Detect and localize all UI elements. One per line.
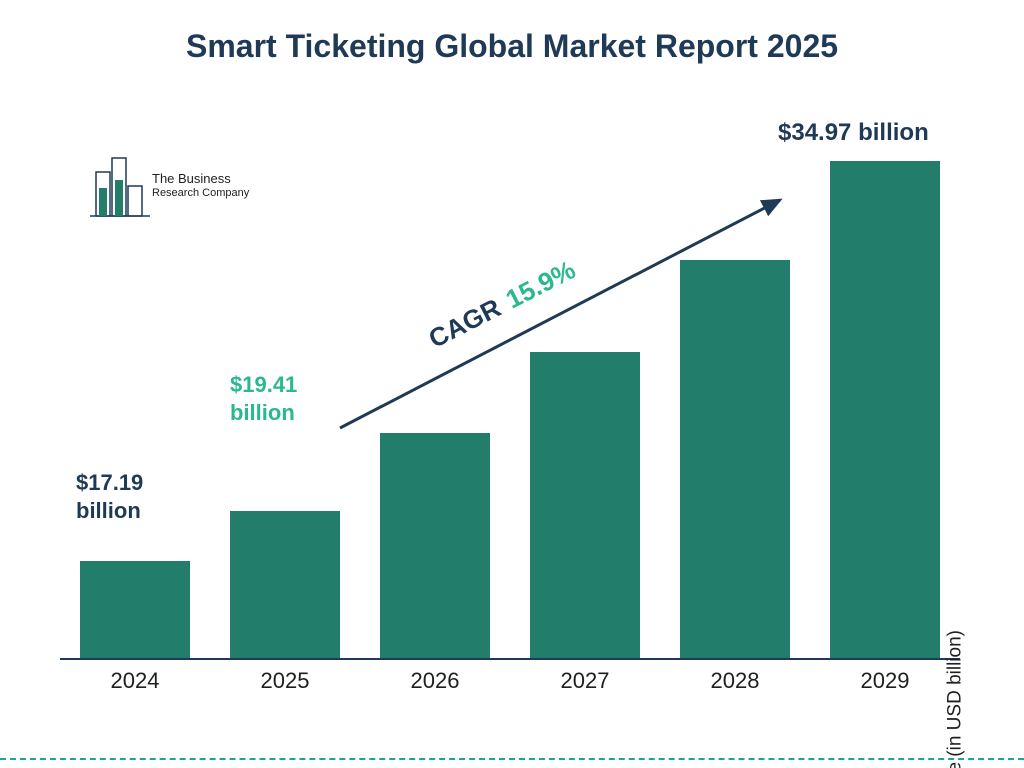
bar-2029 — [830, 161, 940, 658]
trend-arrow — [60, 138, 960, 658]
dashed-bottom-border — [0, 758, 1024, 760]
x-tick-2025: 2025 — [210, 668, 360, 694]
value-label-2: $34.97 billion — [778, 118, 929, 148]
bar-2027 — [530, 352, 640, 658]
x-tick-2027: 2027 — [510, 668, 660, 694]
value-label-0: $17.19billion — [76, 469, 143, 524]
y-axis-label: Market Size (in USD billion) — [944, 630, 966, 768]
x-tick-2028: 2028 — [660, 668, 810, 694]
x-axis — [60, 658, 960, 660]
bar-2024 — [80, 561, 190, 658]
page-root: Smart Ticketing Global Market Report 202… — [0, 0, 1024, 768]
bars-container: 202420252026202720282029$17.19billion$19… — [60, 138, 960, 658]
value-label-1: $19.41billion — [230, 371, 297, 426]
chart-area: 202420252026202720282029$17.19billion$19… — [60, 120, 960, 690]
chart-title: Smart Ticketing Global Market Report 202… — [0, 28, 1024, 65]
bar-2025 — [230, 511, 340, 658]
x-tick-2029: 2029 — [810, 668, 960, 694]
x-tick-2026: 2026 — [360, 668, 510, 694]
bar-2026 — [380, 433, 490, 658]
x-tick-2024: 2024 — [60, 668, 210, 694]
bar-2028 — [680, 260, 790, 658]
